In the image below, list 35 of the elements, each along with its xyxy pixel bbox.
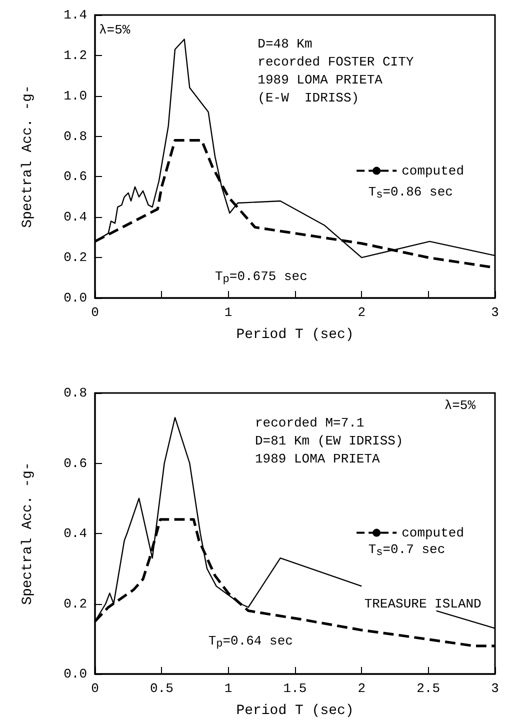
y-tick-label: 0.8 bbox=[64, 128, 87, 144]
y-tick-label: 0.4 bbox=[64, 526, 88, 541]
x-tick-label: 1 bbox=[224, 681, 232, 696]
y-tick-label: 0.2 bbox=[64, 250, 87, 266]
annotation: D=48 Km recorded FOSTER CITY 1989 LOMA PRIETA (E-W IDRISS) bbox=[258, 36, 414, 106]
x-tick-label: 1 bbox=[224, 305, 232, 320]
annotation: λ=5% bbox=[444, 398, 476, 414]
y-tick-label: 1.2 bbox=[64, 48, 87, 63]
y-tick-label: 0.2 bbox=[64, 596, 87, 612]
x-tick-label: 0.5 bbox=[150, 681, 174, 696]
x-axis-title: Period T (sec) bbox=[236, 703, 354, 719]
y-tick-label: 0.6 bbox=[64, 456, 87, 471]
x-tick-label: 0 bbox=[91, 681, 99, 696]
y-tick-label: 0.6 bbox=[64, 169, 87, 184]
y-tick-label: 1.4 bbox=[64, 8, 88, 22]
y-axis-title: Spectral Acc. -g- bbox=[20, 85, 36, 228]
annotation: λ=5% bbox=[99, 22, 130, 38]
legend-label: computed bbox=[402, 525, 464, 540]
annotation: recorded M=7.1 D=81 Km (EW IDRISS) 1989 LOMA PRIETA bbox=[255, 416, 404, 467]
y-tick-label: 0.0 bbox=[64, 290, 87, 306]
y-tick-label: 0.8 bbox=[64, 386, 87, 400]
x-tick-label: 2.5 bbox=[416, 681, 440, 696]
x-axis-title: Period T (sec) bbox=[236, 327, 354, 343]
y-axis-title: Spectral Acc. -g- bbox=[20, 462, 36, 605]
x-tick-label: 3 bbox=[491, 681, 499, 696]
legend-label: computed bbox=[402, 163, 464, 178]
annotation: TREASURE ISLAND bbox=[364, 596, 482, 612]
y-tick-label: 1.0 bbox=[64, 88, 87, 104]
x-tick-label: 3 bbox=[491, 305, 499, 320]
y-tick-label: 0.0 bbox=[64, 666, 87, 682]
x-tick-label: 2 bbox=[358, 681, 366, 696]
y-tick-label: 0.4 bbox=[64, 210, 88, 225]
x-tick-label: 1.5 bbox=[283, 681, 307, 696]
x-tick-label: 0 bbox=[91, 305, 99, 320]
x-tick-label: 2 bbox=[358, 305, 366, 320]
